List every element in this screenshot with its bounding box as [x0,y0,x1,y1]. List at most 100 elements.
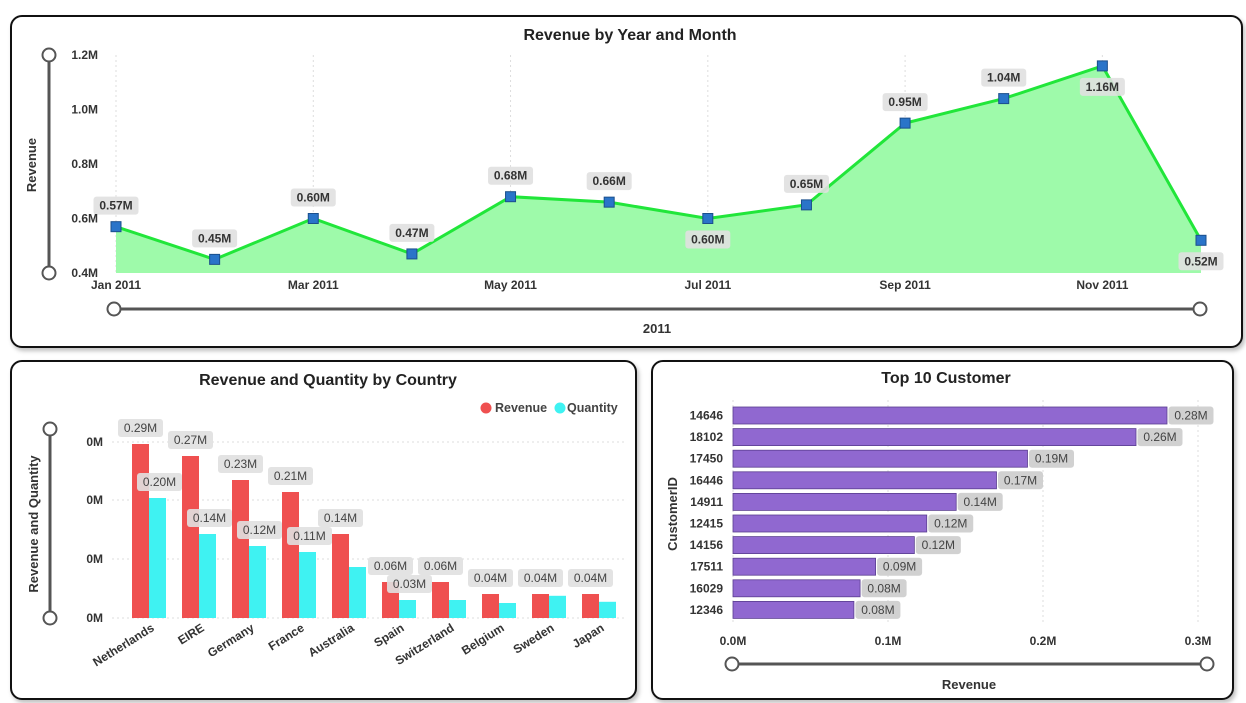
x-tick-label: Jan 2011 [91,278,141,292]
data-point[interactable] [1195,234,1207,246]
revenue-data-label-bg [418,557,463,575]
customer-data-label-text: 0.26M [1143,430,1176,444]
data-point[interactable] [406,248,418,260]
quantity-bar[interactable] [199,534,216,618]
revenue-data-label: 0.04M [518,569,563,587]
customer-revenue-bar[interactable] [732,471,997,490]
customer-data-label: 0.26M [1137,428,1183,447]
data-label-text: 0.47M [395,226,428,240]
customer-data-label: 0.08M [861,579,907,598]
customer-revenue-bar[interactable] [732,557,877,576]
revenue-bar[interactable] [332,534,349,618]
data-point[interactable] [800,199,812,211]
quantity-data-label-bg [287,527,332,545]
data-label-text: 0.66M [593,174,626,188]
quantity-data-label-bg [187,509,232,527]
x-slider-left-handle[interactable] [106,301,122,317]
y-slider-bottom-handle[interactable] [42,610,58,626]
data-label: 0.68M [488,166,534,185]
y-tick-label: 0M [86,611,103,625]
quantity-data-label-bg [237,521,282,539]
revenue-bar[interactable] [282,492,299,618]
data-point[interactable] [702,213,714,224]
y-slider-top-handle[interactable] [42,421,58,437]
customer-id-label: 16446 [690,473,724,487]
customer-revenue-bar[interactable] [732,449,1028,468]
y-tick-label: 0M [86,552,103,566]
data-label-text: 0.57M [99,199,132,213]
revenue-data-label: 0.04M [468,569,513,587]
customer-revenue-bar[interactable] [732,428,1137,446]
data-label-bg [290,188,336,207]
data-label-text: 0.95M [888,95,921,109]
customer-data-label-bg [861,579,907,598]
quantity-bar[interactable] [149,498,166,618]
revenue-data-label-text: 0.04M [474,571,507,585]
customer-data-label-bg [915,536,961,555]
revenue-data-label-bg [518,569,563,587]
quantity-data-label: 0.11M [287,527,332,545]
data-point[interactable] [209,253,221,265]
legend[interactable]: Revenue Quantity [480,401,618,415]
data-label: 0.65M [783,174,829,193]
revenue-bar[interactable] [482,594,499,618]
revenue-data-label: 0.21M [268,467,313,485]
data-point[interactable] [1096,60,1108,72]
customer-revenue-bar[interactable] [732,579,861,598]
data-point[interactable] [505,191,517,203]
x-slider-left-handle[interactable] [724,656,740,672]
revenue-bar[interactable] [432,582,449,618]
quantity-bar[interactable] [249,546,266,618]
data-point[interactable] [307,213,319,224]
revenue-data-label: 0.04M [568,569,613,587]
customer-revenue-bar[interactable] [732,492,957,511]
x-tick-label: France [266,621,307,654]
y-slider-top-handle[interactable] [41,47,57,63]
quantity-data-label-text: 0.12M [243,523,276,537]
quantity-data-label-text: 0.03M [393,577,426,591]
quantity-bar[interactable] [349,567,366,618]
quantity-bar[interactable] [449,600,466,618]
data-point[interactable] [603,196,615,208]
data-point[interactable] [899,117,911,129]
revenue-data-label-text: 0.06M [374,559,407,573]
y-slider-bottom-handle[interactable] [41,265,57,281]
quantity-data-label-text: 0.14M [193,511,226,525]
revenue-data-label-bg [168,431,213,449]
legend-quantity-marker [554,402,566,414]
customer-data-label: 0.09M [877,557,923,576]
revenue-bar[interactable] [532,594,549,618]
customer-revenue-bar[interactable] [732,600,855,619]
data-label-text: 1.16M [1086,80,1119,94]
data-label: 0.47M [389,223,435,242]
revenue-data-label-text: 0.04M [574,571,607,585]
revenue-bar[interactable] [232,480,249,618]
customer-revenue-bar[interactable] [732,406,1168,425]
data-point[interactable] [998,93,1010,105]
revenue-bar[interactable] [132,444,149,618]
data-label-bg [981,68,1027,87]
quantity-bar[interactable] [299,552,316,618]
data-point[interactable] [110,221,122,233]
revenue-by-month-panel: Revenue by Year and Month 0.57M 0.45M 0.60… [10,15,1243,348]
x-tick-label: 0.0M [720,634,747,648]
data-label-text: 1.04M [987,71,1020,85]
customer-data-label-text: 0.14M [964,495,997,509]
customer-data-label-bg [855,600,901,619]
data-label-bg [783,174,829,193]
x-slider-right-handle[interactable] [1199,656,1215,672]
customer-id-label: 16029 [690,581,724,595]
quantity-data-label: 0.20M [137,473,182,491]
customer-revenue-bar[interactable] [732,514,928,533]
quantity-bar[interactable] [599,601,616,618]
revenue-bar[interactable] [582,594,599,618]
quantity-bar[interactable] [499,603,516,618]
revenue-bar[interactable] [182,456,199,618]
quantity-data-label-text: 0.11M [293,529,325,543]
x-slider-right-handle[interactable] [1192,301,1208,317]
customer-revenue-bar[interactable] [732,536,915,555]
x-tick-label: Australia [306,621,357,660]
quantity-bar[interactable] [399,600,416,618]
customer-id-label: 14911 [690,495,723,509]
quantity-bar[interactable] [549,595,566,618]
